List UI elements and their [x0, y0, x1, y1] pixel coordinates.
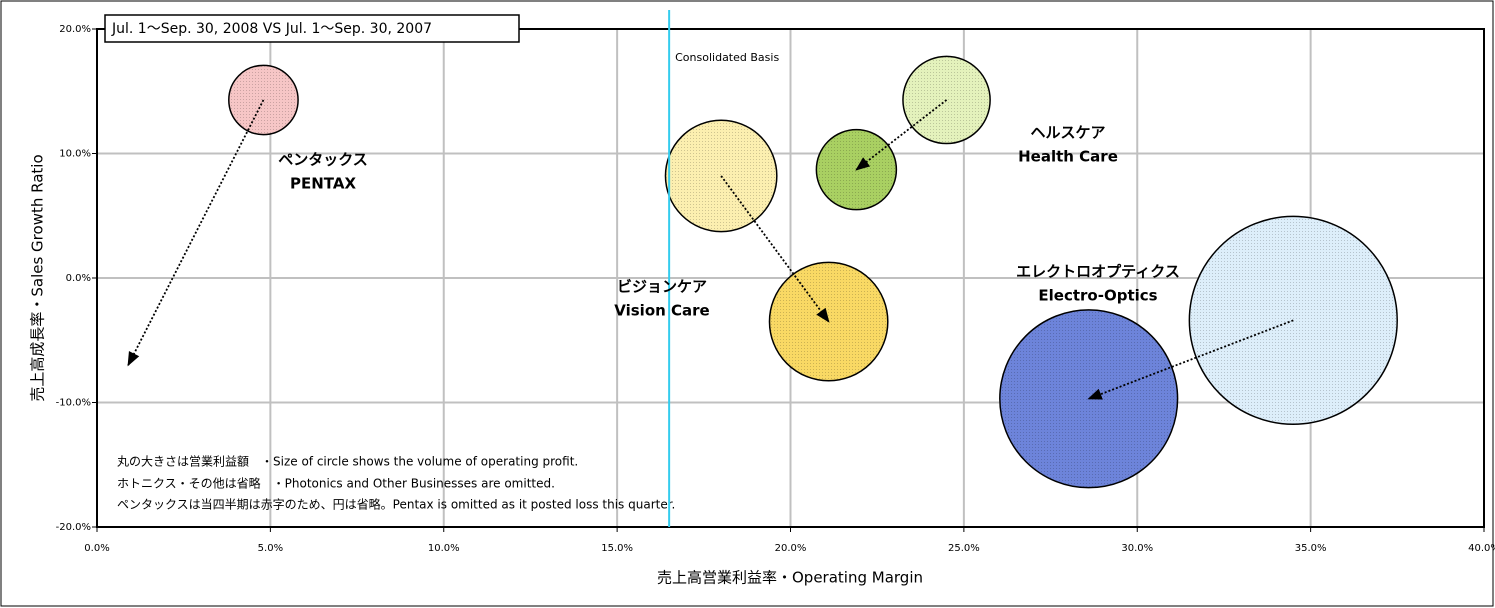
x-axis-title: 売上高営業利益率・Operating Margin	[657, 569, 923, 587]
arrow	[1087, 319, 1294, 400]
note: ホトニクス・その他は省略 ・Photonics and Other Busine…	[117, 476, 555, 491]
note: 丸の大きさは営業利益額 ・Size of circle shows the vo…	[117, 455, 578, 469]
x-tick-label: 15.0%	[601, 543, 633, 554]
x-tick-label: 5.0%	[258, 543, 283, 554]
y-tick-label: 0.0%	[66, 273, 91, 284]
segment-label: Health Care	[1018, 148, 1118, 166]
segment-label: ペンタックス	[278, 151, 368, 169]
arrow	[855, 99, 948, 171]
note: ペンタックスは当四半期は赤字のため、円は省略。Pentax is omitted…	[117, 497, 675, 512]
y-tick-label: 10.0%	[59, 149, 91, 160]
x-tick-label: 10.0%	[428, 543, 460, 554]
segment-label: Vision Care	[614, 302, 709, 320]
marks	[127, 55, 1398, 489]
x-tick-label: 20.0%	[775, 543, 807, 554]
y-tick-label: 20.0%	[59, 24, 91, 35]
x-tick-label: 40.0%	[1468, 543, 1495, 554]
x-tick-label: 30.0%	[1121, 543, 1153, 554]
x-tick-label: 0.0%	[84, 543, 109, 554]
y-axis-title: 売上高成長率・Sales Growth Ratio	[29, 154, 47, 401]
reference-label: Consolidated Basis	[675, 51, 779, 64]
segment-label: エレクトロオプティクス	[1016, 263, 1180, 281]
segment-label: ビジョンケア	[617, 278, 707, 296]
x-tick-label: 25.0%	[948, 543, 980, 554]
subtitle-box	[104, 14, 520, 43]
x-tick-label: 35.0%	[1295, 543, 1327, 554]
segment-label: Electro-Optics	[1038, 287, 1157, 305]
y-tick-label: -10.0%	[56, 398, 91, 409]
y-tick-label: -20.0%	[56, 522, 91, 533]
segment-label: PENTAX	[290, 175, 356, 193]
arrow	[127, 99, 265, 367]
subtitle: Jul. 1〜Sep. 30, 2008 VS Jul. 1〜Sep. 30, …	[111, 21, 432, 37]
segment-label: ヘルスケア	[1030, 124, 1105, 142]
